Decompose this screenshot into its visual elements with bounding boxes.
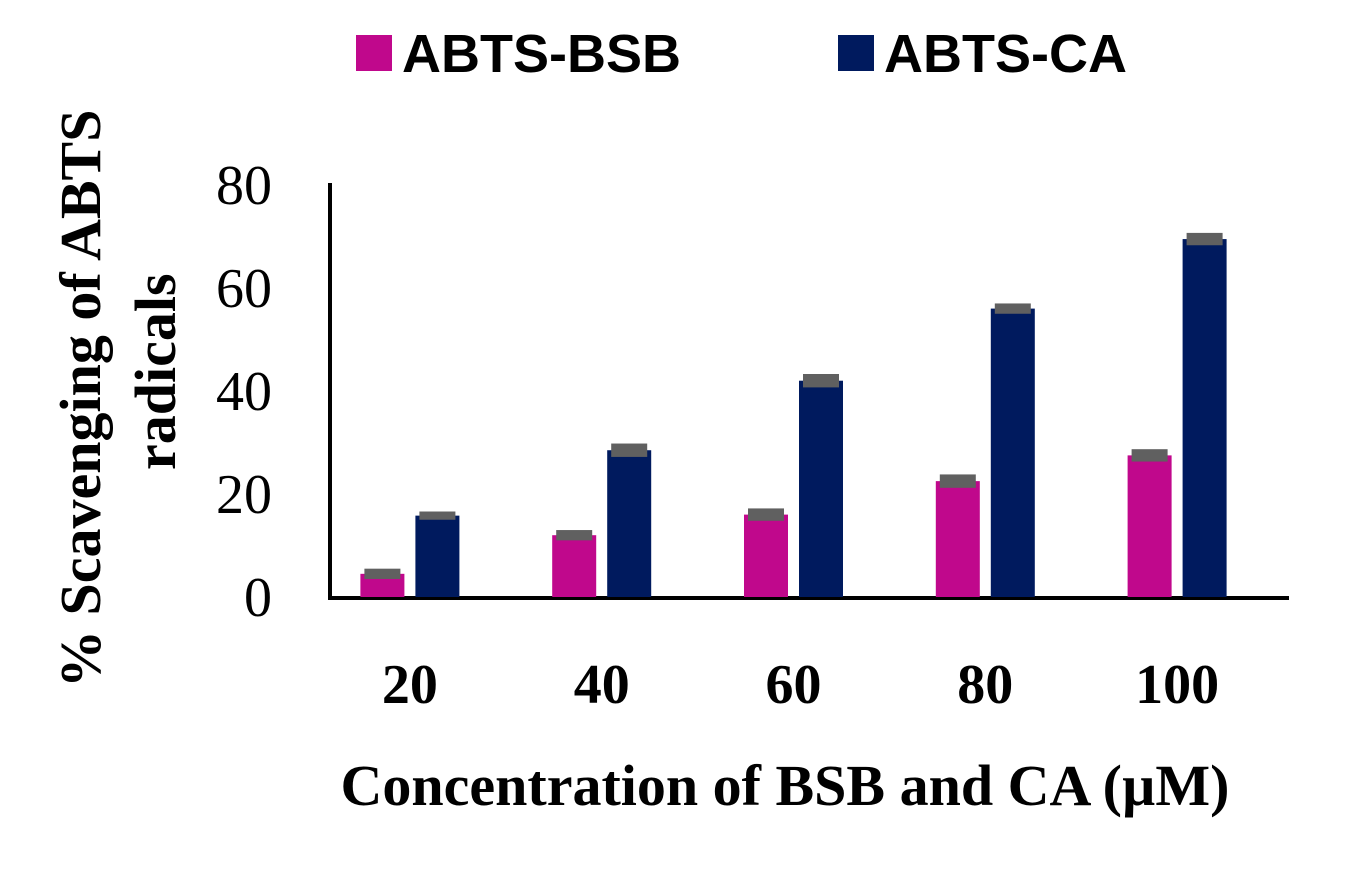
- bar-abts-ca-60: [799, 380, 843, 597]
- bar-abts-bsb-20: [360, 573, 405, 597]
- x-tick-label: 40: [574, 654, 630, 716]
- error-bar-abts-bsb-80: [939, 474, 976, 488]
- x-tick-label: 80: [957, 654, 1013, 716]
- legend-swatch-ca: [838, 35, 874, 71]
- error-bar-abts-bsb-60: [748, 508, 784, 521]
- bars: [360, 232, 1227, 597]
- legend: ABTS-BSB ABTS-CA: [356, 24, 1127, 84]
- error-bar-abts-ca-20: [419, 511, 456, 520]
- bar-abts-ca-40: [607, 450, 652, 597]
- x-tick-label: 100: [1135, 654, 1219, 716]
- error-bar-abts-ca-80: [994, 303, 1031, 314]
- y-tick-label: 20: [216, 464, 272, 526]
- error-bar-abts-bsb-40: [556, 530, 593, 541]
- y-tick-labels: 0 20 40 60 80: [216, 155, 272, 629]
- error-bar-abts-bsb-20: [364, 568, 401, 579]
- bar-abts-ca-80: [990, 308, 1035, 597]
- bar-abts-bsb-100: [1127, 455, 1172, 597]
- bar-abts-bsb-80: [935, 481, 980, 597]
- y-axis-title-line2: radicals: [123, 273, 188, 470]
- axes: [328, 183, 1289, 600]
- y-axis-title-line1: % Scavenging of ABTS: [48, 110, 113, 689]
- x-tick-labels: 20 40 60 80 100: [382, 654, 1219, 716]
- legend-label-ca: ABTS-CA: [884, 24, 1127, 84]
- error-bar-abts-ca-100: [1186, 232, 1223, 246]
- bar-abts-bsb-60: [744, 514, 788, 597]
- y-tick-label: 0: [244, 567, 272, 629]
- y-tick-label: 40: [216, 361, 272, 423]
- y-tick-label: 80: [216, 155, 272, 217]
- error-bar-abts-bsb-100: [1131, 449, 1168, 462]
- error-bar-abts-ca-60: [803, 374, 839, 388]
- error-bar-abts-ca-40: [611, 443, 648, 457]
- bar-abts-ca-20: [415, 515, 460, 597]
- x-tick-label: 60: [766, 654, 822, 716]
- bar-abts-bsb-40: [552, 535, 597, 597]
- y-tick-label: 60: [216, 258, 272, 320]
- x-axis-title: Concentration of BSB and CA (µM): [341, 753, 1230, 818]
- y-axis-title: % Scavenging of ABTS radicals: [48, 110, 188, 689]
- bar-abts-ca-100: [1182, 239, 1227, 597]
- x-tick-label: 20: [382, 654, 438, 716]
- legend-swatch-bsb: [356, 35, 392, 71]
- legend-label-bsb: ABTS-BSB: [402, 24, 681, 84]
